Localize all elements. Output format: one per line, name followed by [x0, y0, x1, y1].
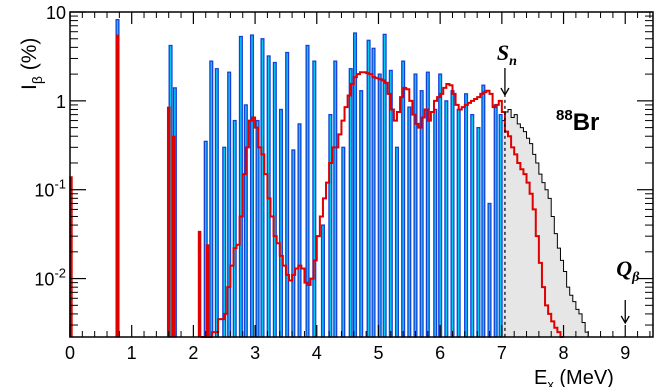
- blue-level-bar: [456, 108, 461, 338]
- sn-arrow-icon: [500, 68, 510, 97]
- plot-area: 0 1 2 3 4 5 6 7 8 9 10 1 10-1 10-2: [34, 3, 654, 363]
- blue-level-bar: [243, 104, 248, 338]
- blue-level-bar: [493, 104, 498, 338]
- y-tick-label: 10-1: [34, 177, 66, 201]
- x-tick-label: 9: [620, 343, 630, 363]
- blue-level-bar: [285, 51, 290, 338]
- blue-level-bar: [470, 113, 475, 338]
- blue-level-bar: [260, 38, 265, 338]
- blue-level-bar: [401, 60, 406, 338]
- blue-level-bar: [407, 106, 412, 338]
- sn-label: Sn: [497, 40, 517, 69]
- blue-level-bar: [444, 100, 449, 338]
- q-beta-arrow-icon: [620, 300, 630, 325]
- y-tick-label: 1: [56, 92, 66, 112]
- blue-level-bar: [222, 146, 227, 338]
- blue-level-bar: [214, 68, 219, 338]
- x-tick-label: 5: [373, 343, 383, 363]
- blue-level-bar: [278, 108, 284, 338]
- blue-level-bar: [438, 73, 443, 338]
- blue-level-bar: [476, 126, 481, 338]
- x-axis-label: Ex (MeV): [534, 367, 614, 387]
- blue-level-bar: [232, 119, 237, 338]
- blue-level-bar: [498, 113, 503, 338]
- blue-level-bar: [359, 90, 364, 338]
- blue-level-bar: [320, 224, 325, 338]
- blue-level-bar: [272, 61, 277, 338]
- blue-level-bar: [333, 60, 338, 338]
- blue-level-bar: [464, 93, 469, 338]
- y-axis-label: Iβ (%): [18, 38, 45, 90]
- blue-level-bar: [366, 39, 371, 338]
- x-tick-label: 6: [435, 343, 445, 363]
- gray-continuum-area: [501, 108, 592, 338]
- x-tick-label: 3: [250, 343, 260, 363]
- plot-frame: [69, 11, 654, 338]
- nucleus-label: 88Br: [556, 107, 599, 136]
- y-tick-label: 10-2: [34, 266, 66, 290]
- x-tick-label: 2: [188, 343, 198, 363]
- blue-level-bar: [371, 47, 376, 338]
- blue-level-bar: [348, 68, 353, 338]
- red-level-bar: [197, 230, 202, 338]
- blue-level-bar: [249, 34, 255, 338]
- blue-level-bar: [312, 60, 317, 338]
- blue-level-bar: [377, 73, 382, 338]
- blue-level-bar: [433, 108, 438, 338]
- blue-level-bar: [305, 44, 310, 338]
- red-level-bar: [166, 106, 171, 338]
- blue-level-bar: [487, 202, 492, 338]
- x-tick-label: 8: [559, 343, 569, 363]
- q-beta-label: Qβ: [616, 256, 640, 285]
- blue-level-bar: [291, 149, 296, 338]
- blue-level-bar: [297, 123, 302, 338]
- blue-level-bar: [394, 146, 400, 338]
- red-level-bar: [205, 244, 210, 338]
- sn-arrow-head: [500, 87, 510, 97]
- x-tick-label: 0: [65, 343, 75, 363]
- blue-level-bar: [450, 90, 455, 338]
- qb-arrow-head: [620, 315, 630, 325]
- blue-level-bar: [413, 73, 418, 338]
- blue-level-bar: [255, 119, 260, 338]
- y-tick-label: 10: [46, 3, 66, 23]
- red-level-bar: [171, 135, 176, 338]
- blue-level-bar: [481, 84, 486, 338]
- x-tick-label: 7: [497, 343, 507, 363]
- red-level-bar: [115, 34, 120, 338]
- blue-level-bar: [341, 146, 346, 338]
- blue-level-bar: [209, 60, 214, 338]
- x-tick-label: 4: [312, 343, 322, 363]
- x-tick-label: 1: [127, 343, 137, 363]
